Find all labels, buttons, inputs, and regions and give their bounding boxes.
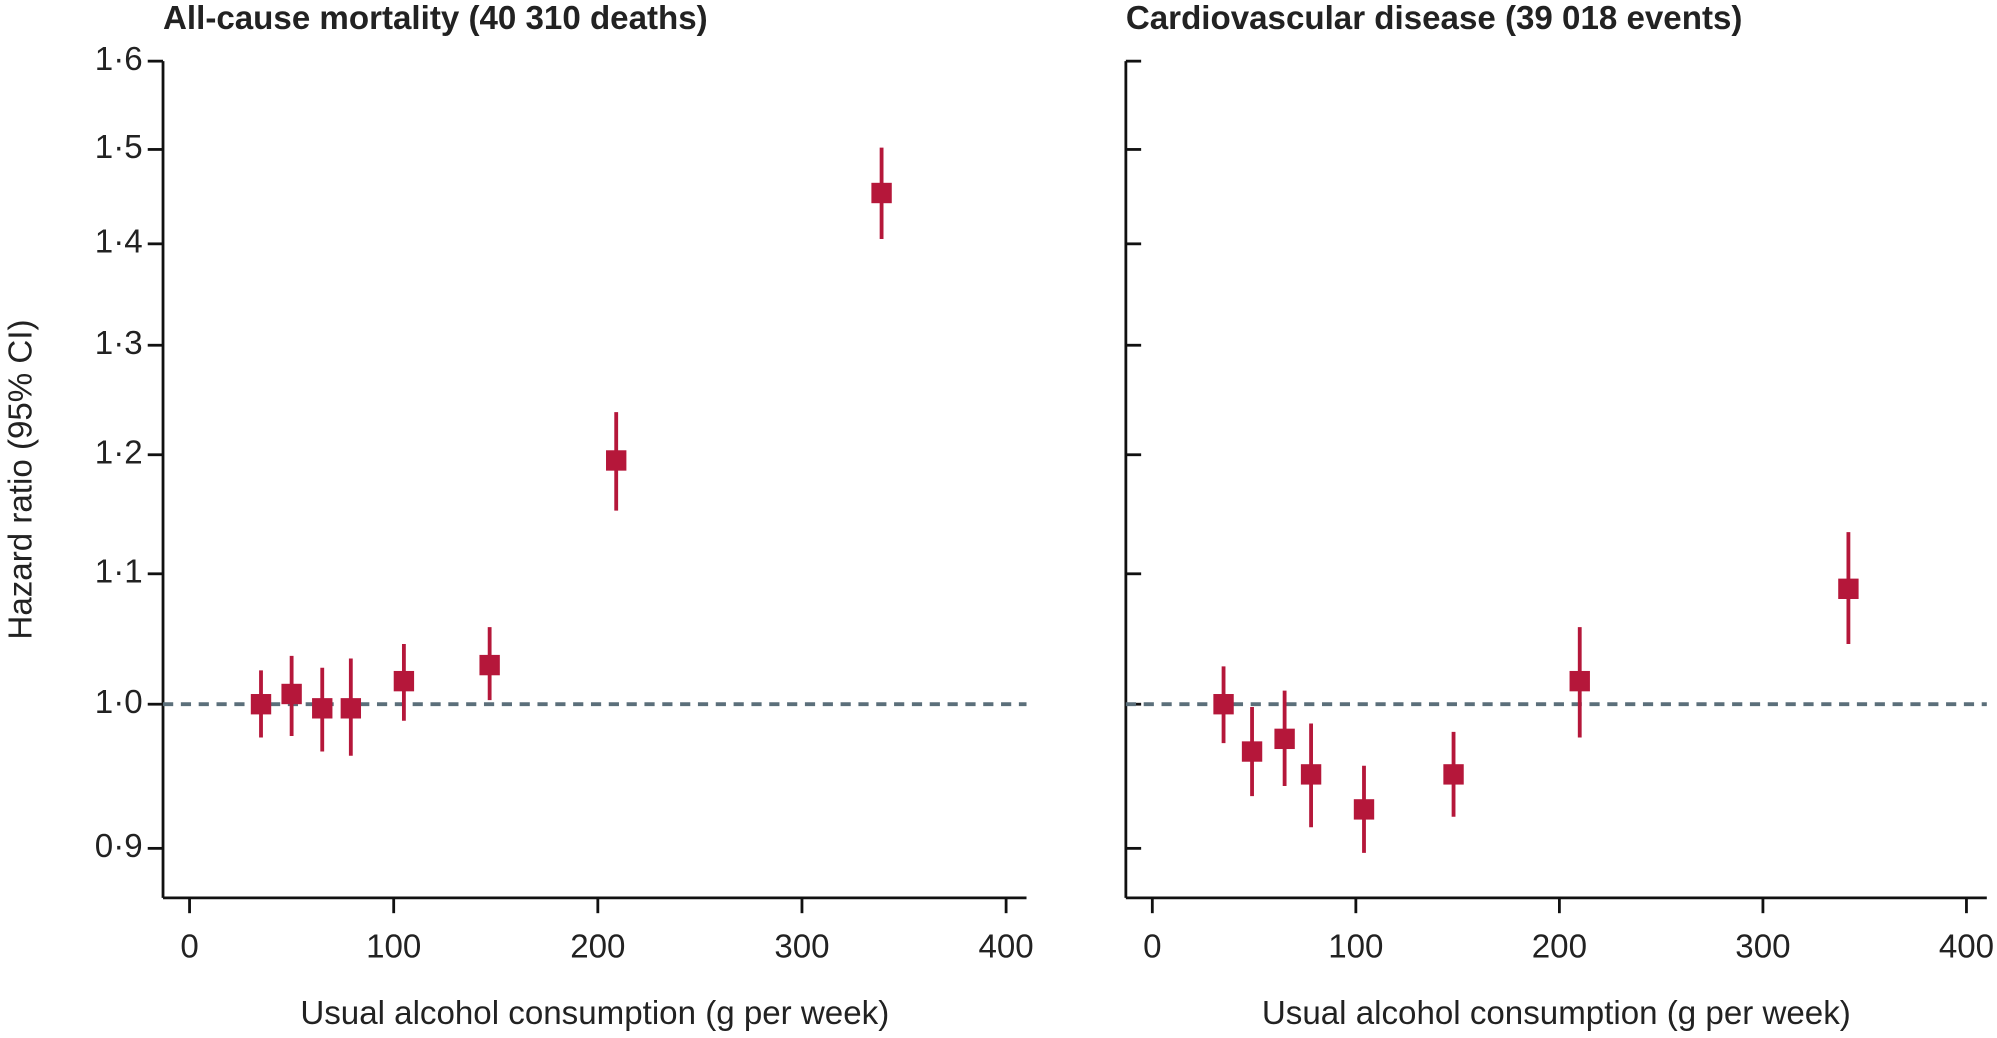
x-axis-label: Usual alcohol consumption (g per week) [1262, 995, 1851, 1032]
point [871, 182, 892, 204]
point [393, 670, 415, 692]
y-axis-label: Hazard ratio (95% CI) [3, 319, 40, 639]
point [1213, 694, 1234, 715]
y-tick-label: 0·9 [95, 828, 143, 865]
x-axis-label: Usual alcohol consumption (g per week) [300, 995, 889, 1032]
point [1838, 578, 1859, 599]
point [1569, 670, 1590, 692]
y-tick-label: 1·5 [95, 129, 143, 166]
x-tick-label: 300 [1735, 929, 1790, 966]
y-tick-label: 1·4 [95, 224, 143, 261]
x-tick-label: 0 [1143, 929, 1161, 966]
x-tick-label: 0 [180, 929, 198, 966]
point [606, 450, 627, 471]
point [1241, 741, 1263, 762]
point [1443, 764, 1464, 785]
x-tick-label: 400 [1939, 929, 1994, 966]
y-tick-label: 1·2 [95, 435, 143, 472]
point [340, 698, 362, 719]
point [312, 698, 333, 719]
point [281, 683, 302, 705]
x-tick-label: 200 [570, 929, 625, 966]
x-tick-label: 100 [366, 929, 421, 966]
x-tick-label: 100 [1328, 929, 1383, 966]
panel-title: All-cause mortality (40 310 deaths) [163, 0, 708, 37]
y-tick-label: 1·0 [95, 684, 143, 721]
y-tick-label: 1·1 [95, 554, 143, 591]
point [1274, 728, 1295, 750]
x-tick-label: 200 [1532, 929, 1587, 966]
point [479, 654, 500, 676]
x-tick-label: 400 [978, 929, 1033, 966]
x-tick-label: 300 [774, 929, 829, 966]
point [250, 694, 272, 715]
y-tick-label: 1·3 [95, 325, 143, 362]
point [1300, 764, 1322, 785]
panel-title: Cardiovascular disease (39 018 events) [1126, 0, 1743, 37]
point [1353, 799, 1375, 820]
y-tick-label: 1·6 [95, 41, 143, 78]
